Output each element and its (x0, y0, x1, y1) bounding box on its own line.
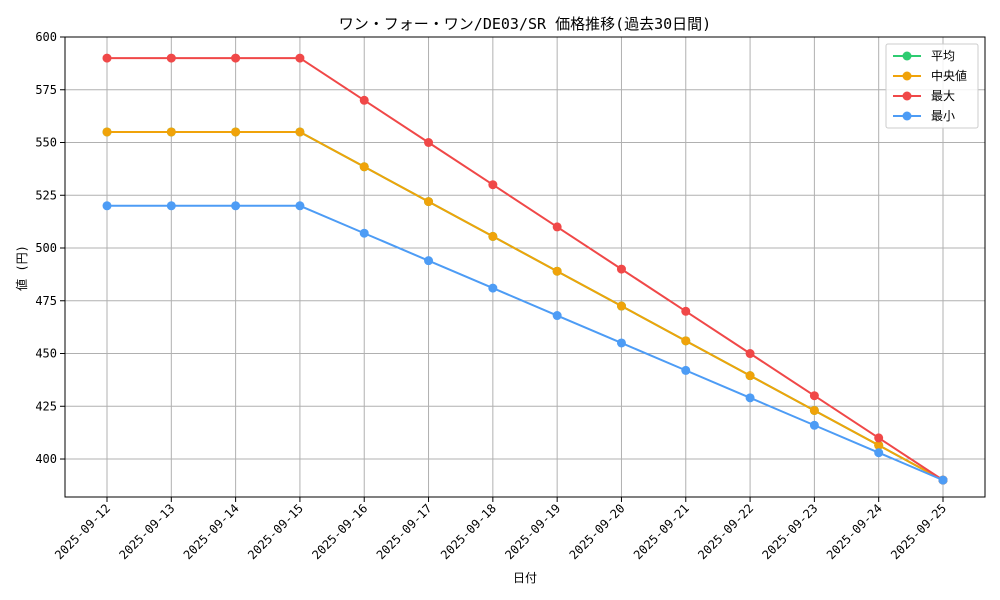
data-point (102, 127, 112, 137)
data-point (424, 138, 434, 148)
data-point (424, 256, 434, 266)
legend-label-3: 最小 (931, 109, 955, 123)
series-1 (102, 127, 948, 485)
data-point (616, 301, 626, 311)
data-point (938, 475, 948, 485)
series-2 (102, 53, 948, 485)
y-tick-label: 575 (35, 83, 57, 97)
x-tick-label: 2025-09-23 (760, 501, 821, 562)
data-point (424, 197, 434, 207)
data-point (809, 391, 819, 401)
series-lines (102, 53, 948, 485)
data-point (102, 53, 112, 63)
x-tick-label: 2025-09-20 (567, 501, 628, 562)
legend-marker-0 (902, 51, 912, 61)
data-point (102, 201, 112, 211)
data-point (616, 338, 626, 348)
y-tick-label: 450 (35, 347, 57, 361)
data-point (166, 53, 176, 63)
data-point (745, 349, 755, 359)
y-tick-label: 600 (35, 30, 57, 44)
data-point (488, 180, 498, 190)
legend-label-0: 平均 (931, 49, 955, 63)
data-point (231, 53, 241, 63)
y-tick-label: 500 (35, 241, 57, 255)
series-line (107, 130, 944, 481)
data-point (809, 420, 819, 430)
data-point (488, 231, 498, 241)
x-tick-label: 2025-09-13 (116, 501, 177, 562)
data-point (359, 95, 369, 105)
x-tick-label: 2025-09-19 (502, 501, 563, 562)
x-axis-label: 日付 (513, 571, 537, 585)
x-tick-label: 2025-09-17 (374, 501, 435, 562)
data-point (874, 433, 884, 443)
x-tick-label: 2025-09-16 (309, 501, 370, 562)
x-tick-label: 2025-09-21 (631, 501, 692, 562)
x-tick-label: 2025-09-14 (181, 501, 242, 562)
data-point (231, 201, 241, 211)
y-tick-label: 475 (35, 294, 57, 308)
plot-frame (64, 36, 986, 498)
series-3 (102, 201, 948, 485)
data-point (874, 448, 884, 458)
data-point (681, 336, 691, 346)
x-tick-label: 2025-09-22 (695, 501, 756, 562)
data-point (745, 393, 755, 403)
legend-frame (885, 43, 979, 129)
data-point (616, 264, 626, 274)
series-line (107, 204, 944, 482)
data-point (681, 306, 691, 316)
legend-marker-1 (902, 71, 912, 81)
y-tick-label: 550 (35, 136, 57, 150)
data-point (295, 53, 305, 63)
series-line (107, 57, 944, 481)
data-point (359, 228, 369, 238)
x-tick-label: 2025-09-24 (824, 501, 885, 562)
legend-label-2: 最大 (931, 89, 955, 103)
x-tick-label: 2025-09-18 (438, 501, 499, 562)
data-point (488, 283, 498, 293)
legend-marker-3 (902, 111, 912, 121)
data-point (681, 365, 691, 375)
y-tick-label: 525 (35, 188, 57, 202)
data-point (809, 405, 819, 415)
chart-title: ワン・フォー・ワン/DE03/SR 価格推移(過去30日間) (339, 15, 711, 33)
legend-label-1: 中央値 (931, 68, 967, 83)
data-point (295, 201, 305, 211)
series-0 (102, 127, 948, 485)
x-tick-label: 2025-09-25 (888, 501, 949, 562)
y-tick-label: 425 (35, 399, 57, 413)
data-point (359, 162, 369, 172)
data-point (552, 266, 562, 276)
data-point (295, 127, 305, 137)
data-point (552, 222, 562, 232)
x-tick-label: 2025-09-15 (245, 501, 306, 562)
data-point (231, 127, 241, 137)
legend-marker-2 (902, 91, 912, 101)
x-tick-label: 2025-09-12 (52, 501, 113, 562)
data-point (166, 127, 176, 137)
data-point (166, 201, 176, 211)
data-point (745, 371, 755, 381)
y-axis-label: 値 (円) (14, 245, 29, 291)
data-point (552, 311, 562, 321)
data-point (874, 440, 884, 450)
y-tick-label: 400 (35, 452, 57, 466)
